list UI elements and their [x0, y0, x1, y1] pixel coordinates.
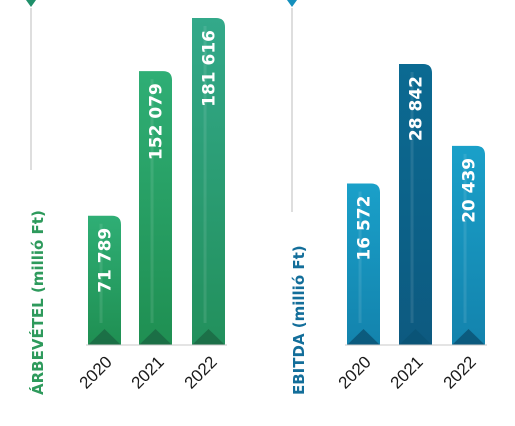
revenue-value-label-2022: 181 616 [200, 30, 220, 107]
revenue-bar-base-triangle-2020 [88, 329, 121, 345]
revenue-year-label-2020: 2020 [76, 352, 116, 392]
revenue-bar-2020 [88, 215, 121, 345]
ebitda-marker-icon [287, 0, 297, 7]
ebitda-value-label-2021: 28 842 [407, 76, 427, 141]
ebitda-bar-sheen-2020 [358, 191, 362, 323]
ebitda-year-label-2022: 2022 [440, 352, 480, 392]
revenue-year-label-2021: 2021 [128, 352, 168, 392]
ebitda-bar-sheen-2021 [410, 72, 414, 323]
revenue-bar-2021 [139, 71, 172, 346]
revenue-chart: ÁRBEVÉTEL (millió Ft) 71 789 2020 152 079 20… [26, 0, 227, 395]
ebitda-bar-base-triangle-2022 [452, 329, 485, 345]
revenue-value-label-2021: 152 079 [147, 83, 167, 160]
ebitda-year-label-2021: 2021 [387, 352, 427, 392]
ebitda-bar-2020 [347, 183, 380, 345]
ebitda-bar-base-triangle-2020 [347, 329, 380, 345]
ebitda-bar-2021 [399, 64, 432, 345]
revenue-bar-base-triangle-2022 [192, 329, 225, 345]
revenue-bar-sheen-2022 [203, 26, 207, 323]
revenue-year-label-2022: 2022 [181, 352, 221, 392]
revenue-marker-icon [26, 0, 36, 7]
revenue-value-label-2020: 71 789 [96, 228, 116, 293]
ebitda-bar-base-triangle-2021 [399, 329, 432, 345]
ebitda-year-label-2020: 2020 [335, 352, 375, 392]
ebitda-bar-2022 [452, 145, 485, 345]
ebitda-bar-sheen-2022 [463, 153, 467, 323]
revenue-bar-sheen-2021 [150, 79, 154, 324]
ebitda-value-label-2022: 20 439 [460, 158, 480, 223]
revenue-bar-base-triangle-2021 [139, 329, 172, 345]
revenue-bar-2022 [192, 18, 225, 345]
revenue-bar-sheen-2020 [99, 223, 103, 323]
ebitda-value-label-2020: 16 572 [355, 196, 375, 261]
ebitda-chart: EBITDA (millió Ft) 16 572 2020 28 842 2021 20… [287, 0, 487, 395]
revenue-axis-title: ÁRBEVÉTEL (millió Ft) [28, 210, 47, 395]
ebitda-axis-title: EBITDA (millió Ft) [290, 245, 308, 395]
